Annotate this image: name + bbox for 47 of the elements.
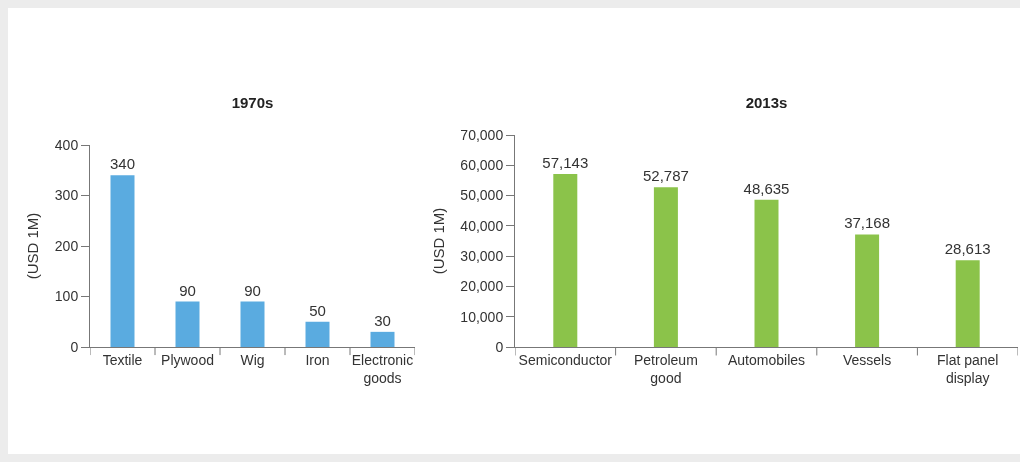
bar <box>175 301 200 347</box>
y-tick-label: 60,000 <box>460 157 504 174</box>
data-label: 340 <box>109 155 136 173</box>
y-tick-label: 100 <box>54 288 79 305</box>
x-tick-label: Textile <box>102 351 143 368</box>
x-tick-label: Flat panel display <box>936 351 999 386</box>
bar <box>110 175 135 347</box>
y-tick-label: 400 <box>54 136 79 153</box>
chart-title: 2013s <box>745 94 788 112</box>
x-tick-label: Petroleum good <box>633 351 698 386</box>
bar <box>370 331 395 347</box>
y-tick-label: 70,000 <box>460 126 504 143</box>
bar <box>653 187 678 347</box>
chart-title: 1970s <box>231 94 274 112</box>
y-tick-label: 40,000 <box>460 217 504 234</box>
x-tick-label: Automobiles <box>727 351 806 368</box>
y-tick-label: 20,000 <box>460 278 504 295</box>
y-tick-label: 30,000 <box>460 248 504 265</box>
y-tick-label: 50,000 <box>460 187 504 204</box>
data-label: 90 <box>179 281 196 299</box>
data-label: 50 <box>309 301 326 319</box>
x-tick-label: Wig <box>240 351 265 368</box>
y-tick-label: 0 <box>495 338 504 355</box>
data-label: 48,635 <box>743 179 790 197</box>
x-tick-label: Plywood <box>161 351 214 368</box>
bar <box>955 260 980 347</box>
data-label: 28,613 <box>944 240 991 258</box>
data-label: 52,787 <box>642 167 689 185</box>
y-tick-label: 10,000 <box>460 308 504 325</box>
y-axis-title: (USD 1M) <box>430 207 447 275</box>
y-tick-label: 200 <box>54 237 79 254</box>
x-tick-label: Iron <box>305 351 330 368</box>
bar <box>855 234 880 347</box>
data-label: 30 <box>374 311 391 329</box>
x-tick-label: Vessels <box>842 351 892 368</box>
y-tick-label: 0 <box>70 338 79 355</box>
bar <box>553 173 578 347</box>
y-tick-label: 300 <box>54 187 79 204</box>
bar <box>305 321 330 347</box>
data-label: 90 <box>244 281 261 299</box>
bar <box>240 301 265 347</box>
bar <box>754 199 779 347</box>
x-tick-label: Semiconductor <box>518 351 613 368</box>
y-axis-title: (USD 1M) <box>24 212 42 280</box>
data-label: 37,168 <box>844 214 891 232</box>
x-tick-label: Electronic goods <box>351 351 414 386</box>
data-label: 57,143 <box>542 153 589 171</box>
